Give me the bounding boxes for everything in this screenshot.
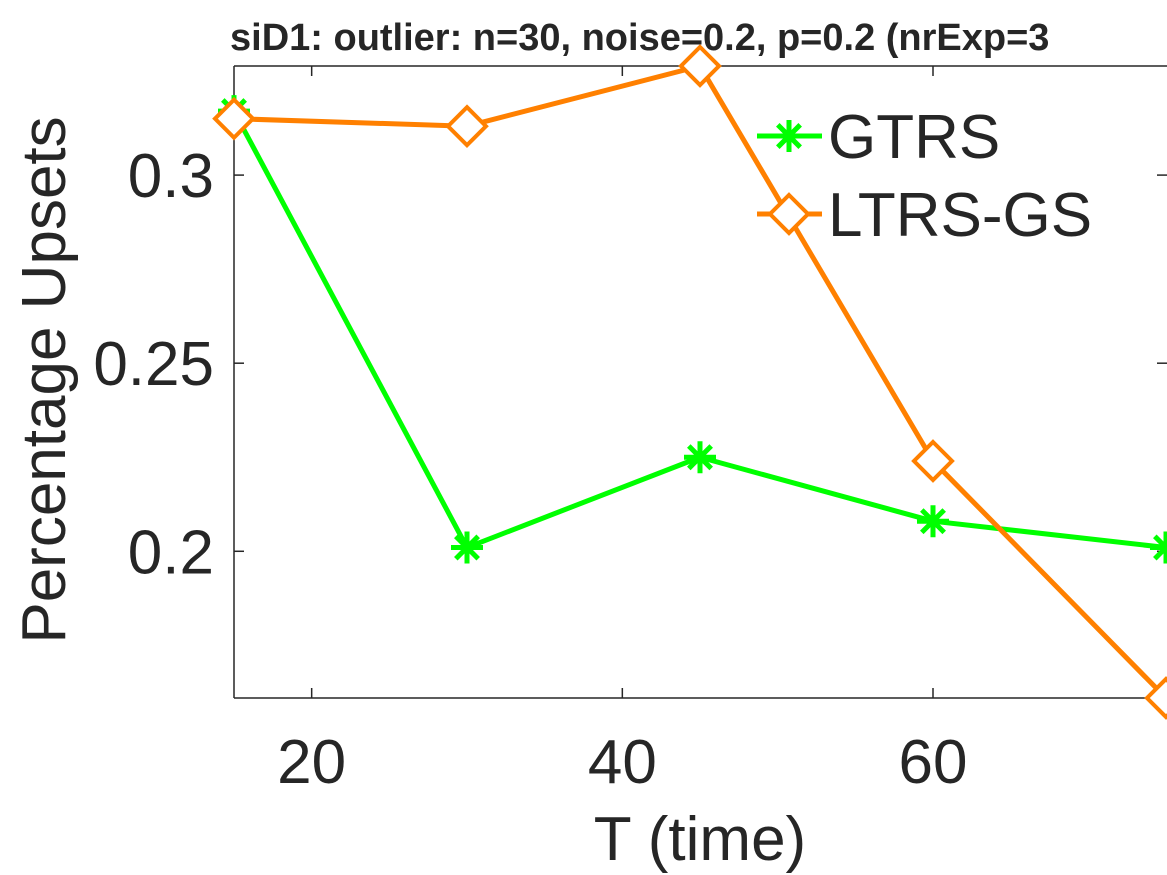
data-point bbox=[917, 505, 949, 538]
x-tick-label: 20 bbox=[277, 728, 346, 797]
legend-label: GTRS bbox=[828, 103, 1000, 172]
series-ltrs-gs bbox=[212, 44, 1167, 720]
legend-item-ltrs-gs: LTRS-GS bbox=[757, 181, 1092, 250]
data-point bbox=[911, 439, 955, 483]
data-point bbox=[773, 120, 805, 152]
x-tick-label: 40 bbox=[588, 728, 657, 797]
y-axis-label: Percentage Upsets bbox=[10, 116, 79, 643]
data-point bbox=[678, 44, 722, 88]
data-point bbox=[684, 441, 716, 474]
data-point bbox=[767, 192, 811, 236]
chart-title: siD1: outlier: n=30, noise=0.2, p=0.2 (n… bbox=[230, 17, 1049, 59]
plot-area bbox=[234, 66, 1167, 698]
y-tick-label: 0.2 bbox=[128, 518, 214, 587]
x-axis-ticks: 20 40 60 bbox=[277, 66, 967, 797]
legend: GTRS LTRS-GS bbox=[757, 103, 1092, 250]
data-series bbox=[212, 44, 1167, 720]
y-tick-label: 0.3 bbox=[128, 142, 214, 211]
data-point bbox=[451, 531, 483, 564]
legend-label: LTRS-GS bbox=[828, 181, 1092, 250]
legend-item-gtrs: GTRS bbox=[757, 103, 1000, 172]
data-point bbox=[445, 104, 489, 149]
data-point bbox=[1144, 676, 1167, 720]
y-axis-ticks: 0.2 0.25 0.3 bbox=[93, 142, 1167, 587]
x-axis-label: T (time) bbox=[594, 805, 806, 874]
data-point bbox=[212, 96, 256, 141]
data-point bbox=[1150, 531, 1167, 564]
x-tick-label: 60 bbox=[899, 728, 968, 797]
y-tick-label: 0.25 bbox=[93, 330, 214, 399]
